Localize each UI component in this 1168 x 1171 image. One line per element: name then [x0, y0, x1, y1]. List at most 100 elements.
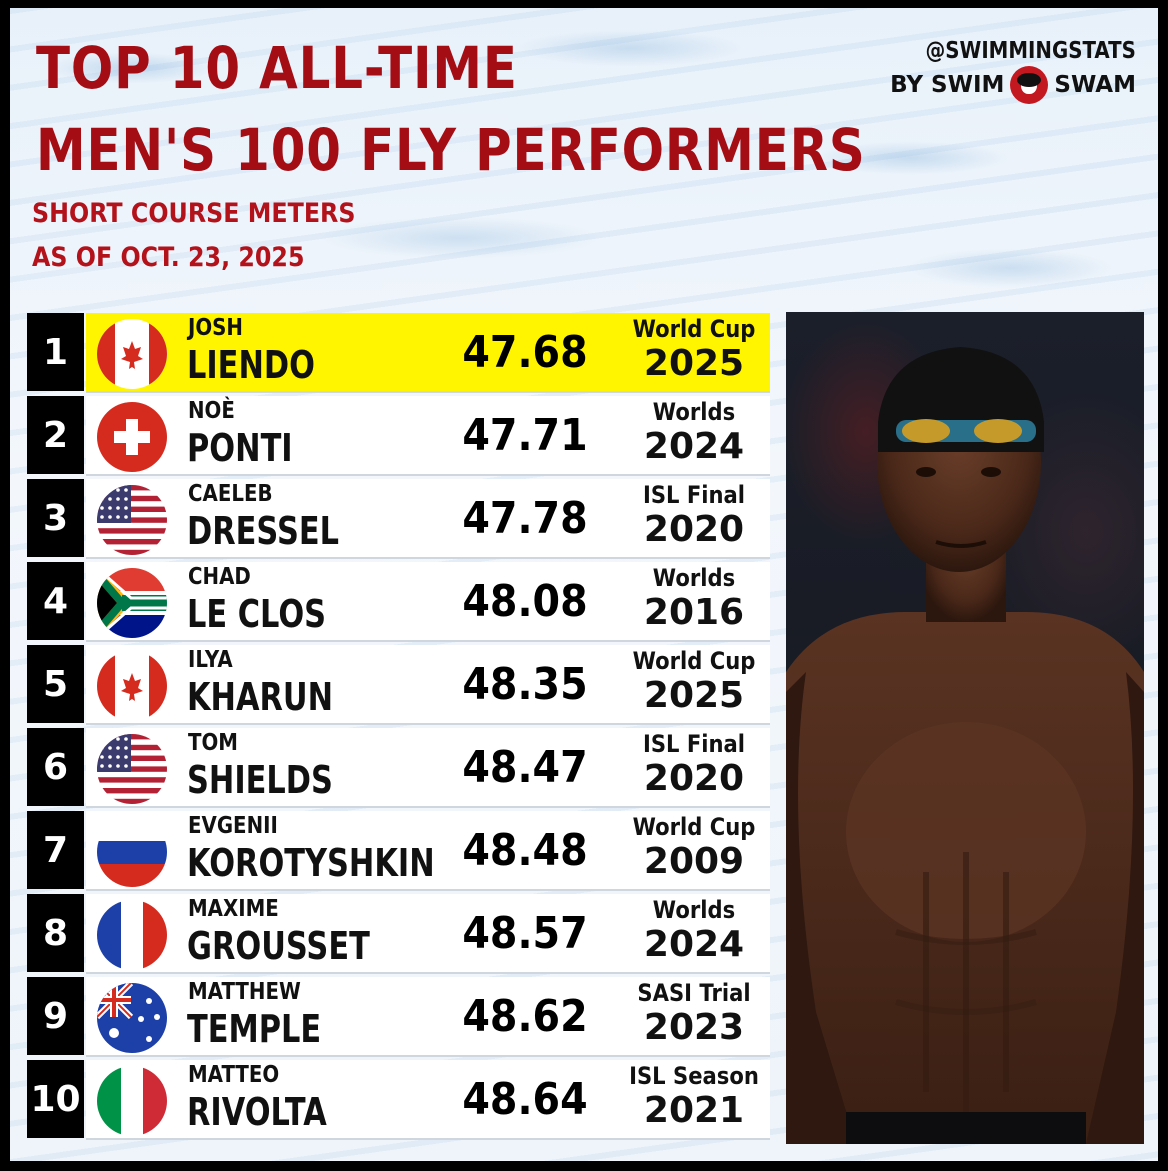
- meet-year: 2023: [643, 1007, 745, 1048]
- row-content: JOSH LIENDO 47.68 World Cup 2025: [86, 313, 770, 393]
- rank-number: 2: [27, 396, 84, 474]
- table-row: 8 MAXIME GROUSSET 48.57 Worlds 2024: [24, 891, 772, 974]
- table-row: 4 CHAD LE CLOS 48.08 Worlds 2016: [24, 559, 772, 642]
- byline-right: SWAM: [1054, 72, 1136, 98]
- last-name: LIENDO: [187, 343, 315, 387]
- last-name: PONTI: [187, 426, 293, 470]
- last-name: KOROTYSHKIN: [187, 841, 435, 885]
- meet-year: 2020: [643, 509, 745, 550]
- rank-number: 4: [27, 562, 84, 640]
- first-name: MATTEO: [188, 1062, 280, 1088]
- meet-year: 2024: [643, 924, 745, 965]
- table-row: 6 TOM SHIELDS 48.47 ISL Final 2020: [24, 725, 772, 808]
- meet-info: ISL Final 2020: [606, 479, 782, 549]
- italy-flag-icon: [97, 1066, 167, 1136]
- france-flag-icon: [97, 900, 167, 970]
- meet-info: ISL Season 2021: [606, 1060, 782, 1130]
- row-content: CAELEB DRESSEL 47.78 ISL Final 2020: [86, 479, 770, 559]
- rank-number: 1: [27, 313, 84, 391]
- table-row: 5 ILYA KHARUN 48.35 World Cup 2025: [24, 642, 772, 725]
- swimmer-illustration: [786, 347, 1144, 1144]
- swim-time: 48.62: [462, 991, 588, 1042]
- last-name: LE CLOS: [187, 592, 327, 636]
- table-row: 3 CAELEB DRESSEL 47.78 ISL Final 2020: [24, 476, 772, 559]
- rank-number: 3: [27, 479, 84, 557]
- meet-name: Worlds: [652, 398, 736, 426]
- meet-info: Worlds 2016: [606, 562, 782, 632]
- subtitle-course: SHORT COURSE METERS: [32, 198, 356, 229]
- swim-time: 47.78: [462, 493, 588, 544]
- swim-time: 48.35: [462, 659, 588, 710]
- byline-left: BY SWIM: [890, 72, 1005, 98]
- first-name: NOÈ: [188, 398, 235, 424]
- row-content: ILYA KHARUN 48.35 World Cup 2025: [86, 645, 770, 725]
- canada-flag-icon: [97, 319, 167, 389]
- australia-flag-icon: [97, 983, 167, 1053]
- swimmer-photo: [786, 312, 1144, 1144]
- meet-year: 2025: [643, 343, 745, 384]
- meet-name: Worlds: [652, 896, 736, 924]
- last-name: RIVOLTA: [187, 1090, 327, 1134]
- rank-number: 6: [27, 728, 84, 806]
- brand-byline: BY SWIM SWAM: [890, 66, 1136, 104]
- meet-year: 2021: [643, 1090, 745, 1131]
- table-row: 1 JOSH LIENDO 47.68 World Cup 2025: [24, 310, 772, 393]
- rank-number: 7: [27, 811, 84, 889]
- meet-name: World Cup: [632, 813, 756, 841]
- meet-info: Worlds 2024: [606, 396, 782, 466]
- meet-name: World Cup: [632, 315, 756, 343]
- last-name: GROUSSET: [187, 924, 370, 968]
- table-row: 10 MATTEO RIVOLTA 48.64 ISL Season 2021: [24, 1057, 772, 1140]
- meet-name: Worlds: [652, 564, 736, 592]
- last-name: KHARUN: [187, 675, 334, 719]
- first-name: EVGENII: [188, 813, 278, 839]
- swim-time: 47.71: [462, 410, 588, 461]
- meet-info: World Cup 2025: [606, 313, 782, 383]
- meet-year: 2024: [643, 426, 745, 467]
- meet-info: World Cup 2025: [606, 645, 782, 715]
- meet-info: Worlds 2024: [606, 894, 782, 964]
- last-name: TEMPLE: [187, 1007, 322, 1051]
- first-name: JOSH: [188, 315, 243, 341]
- last-name: SHIELDS: [187, 758, 333, 802]
- swim-time: 47.68: [462, 327, 588, 378]
- subtitle-date: AS OF OCT. 23, 2025: [32, 242, 305, 273]
- rank-number: 10: [27, 1060, 84, 1138]
- meet-year: 2016: [643, 592, 745, 633]
- page-title-line2: MEN'S 100 FLY PERFORMERS: [36, 116, 866, 184]
- row-content: NOÈ PONTI 47.71 Worlds 2024: [86, 396, 770, 476]
- social-handle: @SWIMMINGSTATS: [925, 38, 1136, 64]
- swim-time: 48.57: [462, 908, 588, 959]
- meet-year: 2020: [643, 758, 745, 799]
- row-content: CHAD LE CLOS 48.08 Worlds 2016: [86, 562, 770, 642]
- brand-handle: @SWIMMINGSTATS BY SWIM SWAM: [890, 38, 1136, 104]
- meet-name: ISL Season: [629, 1062, 759, 1090]
- table-row: 7 EVGENII KOROTYSHKIN 48.48 World Cup 2009: [24, 808, 772, 891]
- rank-number: 5: [27, 645, 84, 723]
- rank-number: 9: [27, 977, 84, 1055]
- canada-flag-icon: [97, 651, 167, 721]
- meet-info: World Cup 2009: [606, 811, 782, 881]
- row-content: MAXIME GROUSSET 48.57 Worlds 2024: [86, 894, 770, 974]
- table-row: 9 MATTHEW TEMPLE 48.62 SASI Trial 2023: [24, 974, 772, 1057]
- south-africa-flag-icon: [97, 568, 167, 638]
- first-name: MATTHEW: [188, 979, 301, 1005]
- first-name: ILYA: [188, 647, 233, 673]
- switzerland-flag-icon: [97, 402, 167, 472]
- meet-info: SASI Trial 2023: [606, 977, 782, 1047]
- row-content: MATTHEW TEMPLE 48.62 SASI Trial 2023: [86, 977, 770, 1057]
- russia-flag-icon: [97, 817, 167, 887]
- first-name: MAXIME: [188, 896, 279, 922]
- table-row: 2 NOÈ PONTI 47.71 Worlds 2024: [24, 393, 772, 476]
- usa-flag-icon: [97, 734, 167, 804]
- swim-time: 48.64: [462, 1074, 588, 1125]
- row-content: MATTEO RIVOLTA 48.64 ISL Season 2021: [86, 1060, 770, 1140]
- meet-name: ISL Final: [642, 481, 746, 509]
- swimswam-logo-icon: [1010, 66, 1049, 104]
- meet-name: ISL Final: [642, 730, 746, 758]
- first-name: CAELEB: [188, 481, 273, 507]
- row-content: TOM SHIELDS 48.47 ISL Final 2020: [86, 728, 770, 808]
- meet-name: SASI Trial: [637, 979, 751, 1007]
- swim-time: 48.08: [462, 576, 588, 627]
